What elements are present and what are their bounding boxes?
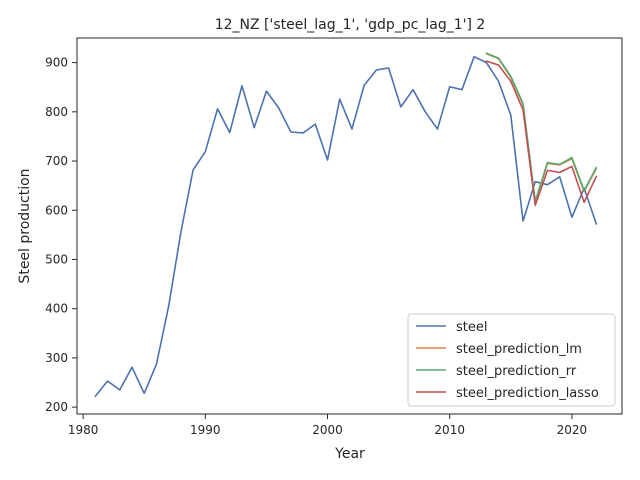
plot-frame [76,37,623,415]
x-tick-label: 2000 [312,423,343,437]
legend-label: steel [456,320,487,335]
legend: steel steel_prediction_lm steel_prediction… [407,313,616,407]
x-tick-label: 1990 [190,423,221,437]
y-tick-label: 300 [45,351,68,365]
y-tick-label: 600 [45,203,68,217]
x-tick-label: 2010 [434,423,465,437]
x-tick-label: 1980 [68,423,99,437]
series-line-steel [94,55,598,398]
x-axis-title: Year [334,446,365,462]
chart-title: 12_NZ ['steel_lag_1', 'gdp_pc_lag_1'] 2 [215,17,486,33]
legend-label: steel_prediction_rr [456,364,577,379]
legend-label: steel_prediction_lm [456,342,582,357]
y-tick-label: 500 [45,252,68,266]
legend-frame [407,313,616,407]
y-tick-label: 400 [45,302,68,316]
y-axis-title: Steel production [17,168,33,283]
y-axis-ticks: 200 300 400 500 600 700 800 900 [45,56,77,414]
y-tick-label: 200 [45,400,68,414]
series-line-steel-prediction-rr [485,52,598,203]
y-tick-label: 700 [45,154,68,168]
y-tick-label: 800 [45,105,68,119]
series-layer [94,52,598,398]
x-axis-ticks: 1980 1990 2000 2010 2020 [68,414,587,437]
y-tick-label: 900 [45,56,68,70]
legend-label: steel_prediction_lasso [456,386,599,401]
x-tick-label: 2020 [557,423,588,437]
series-line-steel-prediction-lasso [485,60,598,207]
